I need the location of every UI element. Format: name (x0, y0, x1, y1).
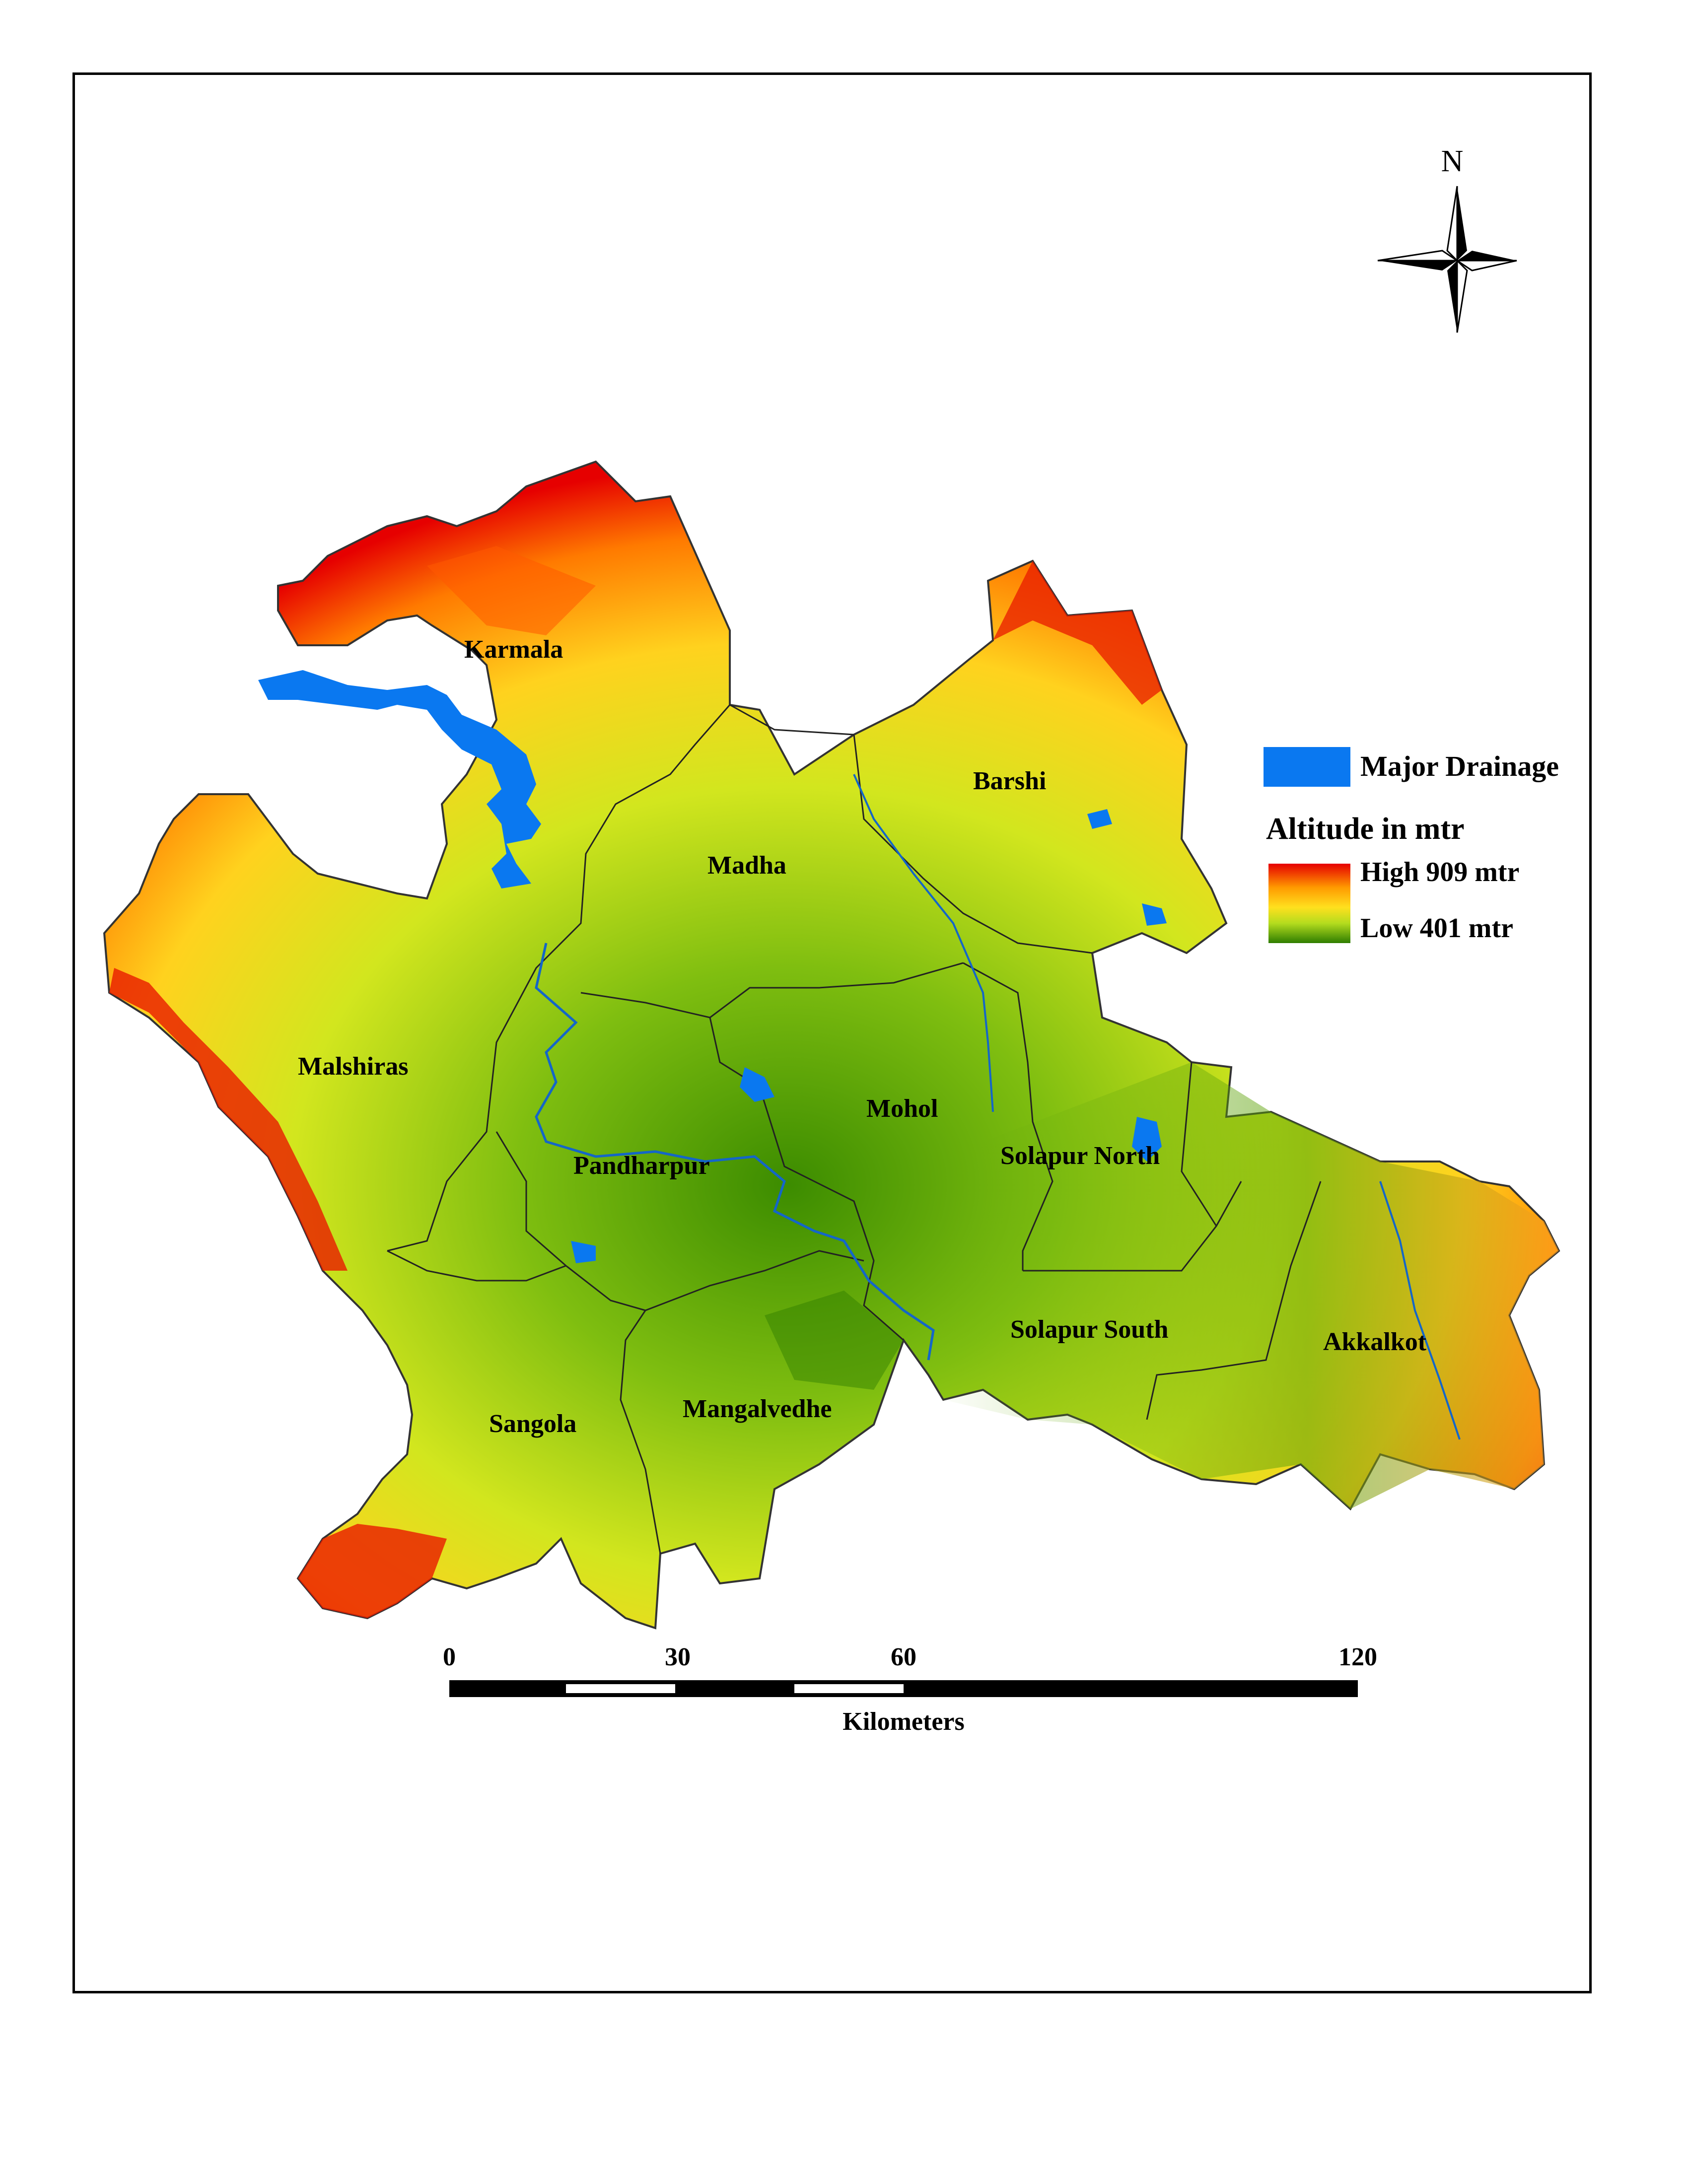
taluka-label-madha: Madha (707, 851, 786, 880)
taluka-label-akkalkot: Akkalkot (1323, 1328, 1427, 1356)
map-frame (72, 72, 1592, 1993)
scale-bar: 0 30 60 120 Kilometers (443, 1643, 1377, 1736)
legend-low-label: Low 401 mtr (1360, 913, 1513, 944)
taluka-label-solapur-south: Solapur South (1010, 1315, 1169, 1344)
altitude-color-ramp (1268, 864, 1350, 943)
taluka-label-pandharpur: Pandharpur (573, 1152, 710, 1180)
taluka-label-mohol: Mohol (866, 1094, 938, 1123)
legend (1264, 747, 1350, 943)
north-label: N (1441, 144, 1464, 178)
district-area (103, 460, 1560, 1630)
scale-tick-0: 0 (443, 1643, 456, 1671)
north-arrow-compass-icon: N (1377, 144, 1517, 333)
legend-drainage-label: Major Drainage (1360, 750, 1559, 782)
scale-tick-60: 60 (891, 1643, 916, 1671)
legend-high-label: High 909 mtr (1360, 857, 1520, 887)
taluka-boundaries (387, 704, 1322, 1554)
legend-altitude-title: Altitude in mtr (1266, 812, 1465, 846)
drainage-swatch (1264, 747, 1350, 787)
taluka-label-malshiras: Malshiras (298, 1052, 408, 1081)
taluka-label-barshi: Barshi (973, 767, 1046, 795)
taluka-label-mangalvedhe: Mangalvedhe (683, 1395, 832, 1423)
taluka-label-solapur-north: Solapur North (1000, 1142, 1160, 1170)
scale-tick-120: 120 (1338, 1643, 1377, 1671)
taluka-label-sangola: Sangola (489, 1410, 576, 1438)
major-drainage (258, 670, 1461, 1440)
taluka-labels: Karmala Madha Barshi Malshiras Mohol Pan… (298, 635, 1427, 1438)
scale-unit-label: Kilometers (843, 1707, 964, 1736)
scale-tick-30: 30 (665, 1643, 691, 1671)
taluka-label-karmala: Karmala (464, 635, 563, 664)
